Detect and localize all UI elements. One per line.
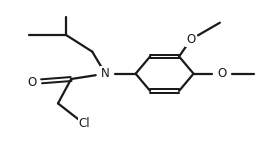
Text: N: N <box>101 67 110 80</box>
Text: O: O <box>186 33 196 46</box>
Text: O: O <box>27 76 36 89</box>
Text: O: O <box>218 67 227 80</box>
Text: Cl: Cl <box>78 117 90 130</box>
